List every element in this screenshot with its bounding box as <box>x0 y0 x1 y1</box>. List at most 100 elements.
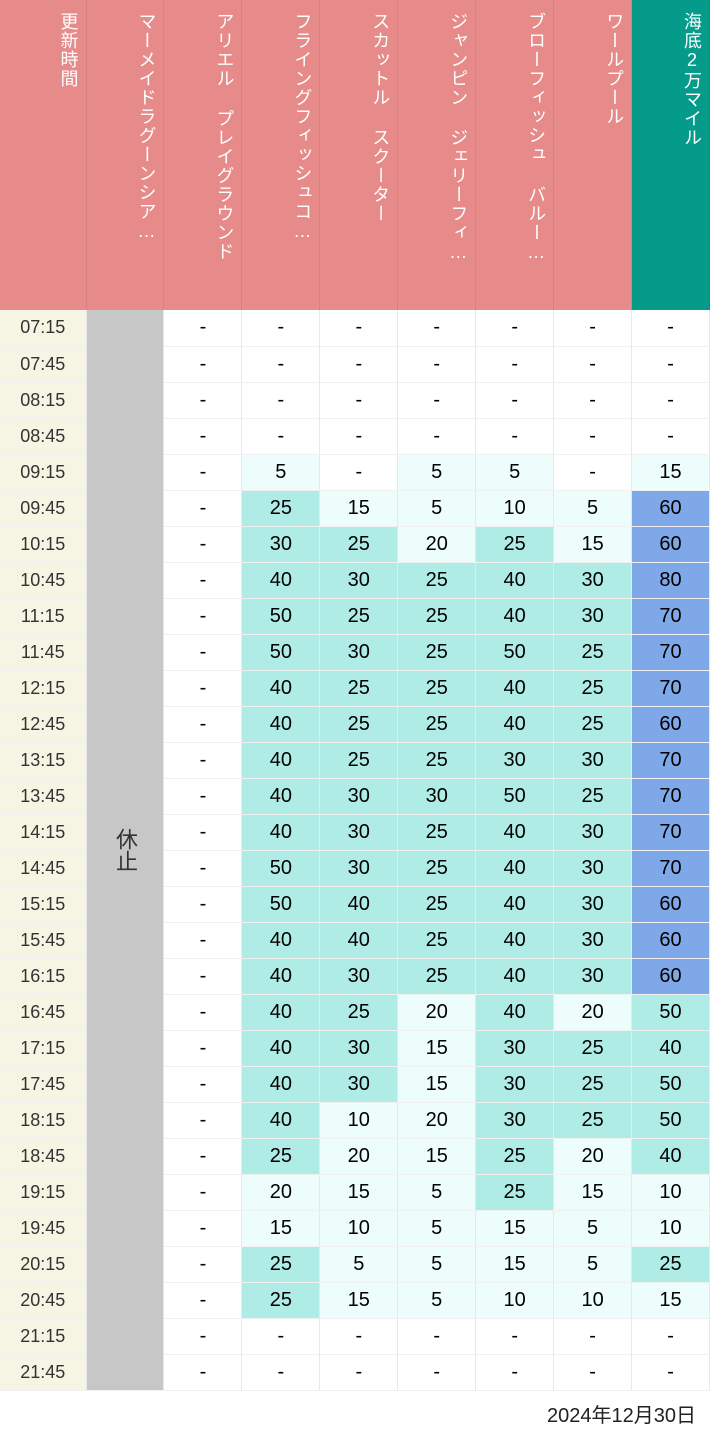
wait-cell: - <box>164 1318 242 1354</box>
wait-times: 更新時間マーメイドラグーンシア…アリエル プレイグラウンドフライングフィッシュコ… <box>0 0 710 1391</box>
time-cell: 10:45 <box>0 562 86 598</box>
wait-cell: 70 <box>632 598 710 634</box>
wait-cell: 5 <box>476 454 554 490</box>
time-cell: 10:15 <box>0 526 86 562</box>
wait-cell: - <box>554 1354 632 1390</box>
time-cell: 18:15 <box>0 1102 86 1138</box>
wait-cell: 30 <box>554 886 632 922</box>
wait-cell: 10 <box>320 1102 398 1138</box>
column-header-ariel: アリエル プレイグラウンド <box>164 0 242 310</box>
wait-cell: - <box>164 346 242 382</box>
wait-cell: 25 <box>398 634 476 670</box>
wait-cell: 15 <box>320 1174 398 1210</box>
wait-cell: 5 <box>398 1246 476 1282</box>
wait-cell: 70 <box>632 778 710 814</box>
wait-cell: 40 <box>476 958 554 994</box>
wait-cell: 30 <box>320 1066 398 1102</box>
wait-cell: 50 <box>242 886 320 922</box>
wait-cell: 30 <box>242 526 320 562</box>
wait-cell: 30 <box>398 778 476 814</box>
wait-cell: 70 <box>632 742 710 778</box>
wait-cell: - <box>242 310 320 346</box>
wait-cell: 40 <box>320 886 398 922</box>
wait-cell: - <box>164 1354 242 1390</box>
wait-cell: - <box>320 310 398 346</box>
wait-cell: 30 <box>554 598 632 634</box>
wait-cell: 25 <box>554 670 632 706</box>
wait-cell: - <box>164 598 242 634</box>
time-cell: 13:45 <box>0 778 86 814</box>
wait-cell: 25 <box>632 1246 710 1282</box>
wait-cell: 25 <box>242 1282 320 1318</box>
wait-cell: 80 <box>632 562 710 598</box>
wait-cell: 60 <box>632 706 710 742</box>
wait-cell: 15 <box>476 1246 554 1282</box>
wait-cell: 30 <box>320 958 398 994</box>
wait-cell: - <box>632 1318 710 1354</box>
wait-cell: - <box>164 526 242 562</box>
time-cell: 09:15 <box>0 454 86 490</box>
time-cell: 08:45 <box>0 418 86 454</box>
wait-cell: - <box>398 1354 476 1390</box>
wait-cell: 30 <box>476 1030 554 1066</box>
wait-cell: 50 <box>476 634 554 670</box>
wait-cell: - <box>164 562 242 598</box>
wait-cell: - <box>554 346 632 382</box>
wait-cell: 25 <box>554 1066 632 1102</box>
wait-cell: 15 <box>320 490 398 526</box>
wait-cell: 20 <box>554 994 632 1030</box>
wait-cell: - <box>632 346 710 382</box>
wait-cell: - <box>242 418 320 454</box>
wait-cell: 25 <box>476 1138 554 1174</box>
wait-cell: - <box>476 418 554 454</box>
wait-cell: 50 <box>632 1066 710 1102</box>
wait-cell: - <box>164 1138 242 1174</box>
wait-cell: 40 <box>242 742 320 778</box>
time-cell: 17:45 <box>0 1066 86 1102</box>
time-cell: 11:45 <box>0 634 86 670</box>
wait-cell: - <box>164 1174 242 1210</box>
wait-cell: 40 <box>476 886 554 922</box>
time-cell: 12:15 <box>0 670 86 706</box>
wait-cell: 25 <box>554 634 632 670</box>
wait-cell: - <box>242 1354 320 1390</box>
wait-cell: 20 <box>398 994 476 1030</box>
wait-cell: - <box>398 418 476 454</box>
wait-cell: - <box>164 706 242 742</box>
time-cell: 15:45 <box>0 922 86 958</box>
wait-cell: 40 <box>242 1030 320 1066</box>
wait-cell: 25 <box>398 958 476 994</box>
wait-cell: - <box>164 1030 242 1066</box>
wait-cell: 25 <box>476 1174 554 1210</box>
wait-cell: 30 <box>320 562 398 598</box>
wait-cell: 30 <box>476 1102 554 1138</box>
column-header-twenty: 海底2万マイル <box>632 0 710 310</box>
table-body: 07:15休止-------07:45-------08:15-------08… <box>0 310 710 1390</box>
time-cell: 18:45 <box>0 1138 86 1174</box>
wait-cell: 40 <box>242 1102 320 1138</box>
wait-cell: 5 <box>398 490 476 526</box>
wait-cell: - <box>164 310 242 346</box>
wait-cell: - <box>164 958 242 994</box>
time-cell: 20:15 <box>0 1246 86 1282</box>
wait-cell: 15 <box>398 1138 476 1174</box>
wait-cell: 40 <box>632 1030 710 1066</box>
footer-date: 2024年12月30日 <box>0 1391 710 1428</box>
wait-cell: 25 <box>398 670 476 706</box>
wait-cell: 40 <box>242 706 320 742</box>
wait-cell: 5 <box>398 1210 476 1246</box>
time-cell: 16:15 <box>0 958 86 994</box>
time-cell: 21:45 <box>0 1354 86 1390</box>
wait-cell: 40 <box>476 814 554 850</box>
wait-cell: 30 <box>554 958 632 994</box>
wait-cell: 30 <box>320 634 398 670</box>
wait-cell: 40 <box>242 814 320 850</box>
wait-cell: 5 <box>398 1282 476 1318</box>
wait-cell: - <box>320 1354 398 1390</box>
wait-cell: - <box>554 454 632 490</box>
wait-cell: - <box>164 886 242 922</box>
wait-cell: 40 <box>242 994 320 1030</box>
wait-cell: - <box>164 490 242 526</box>
wait-cell: - <box>164 382 242 418</box>
time-cell: 14:45 <box>0 850 86 886</box>
